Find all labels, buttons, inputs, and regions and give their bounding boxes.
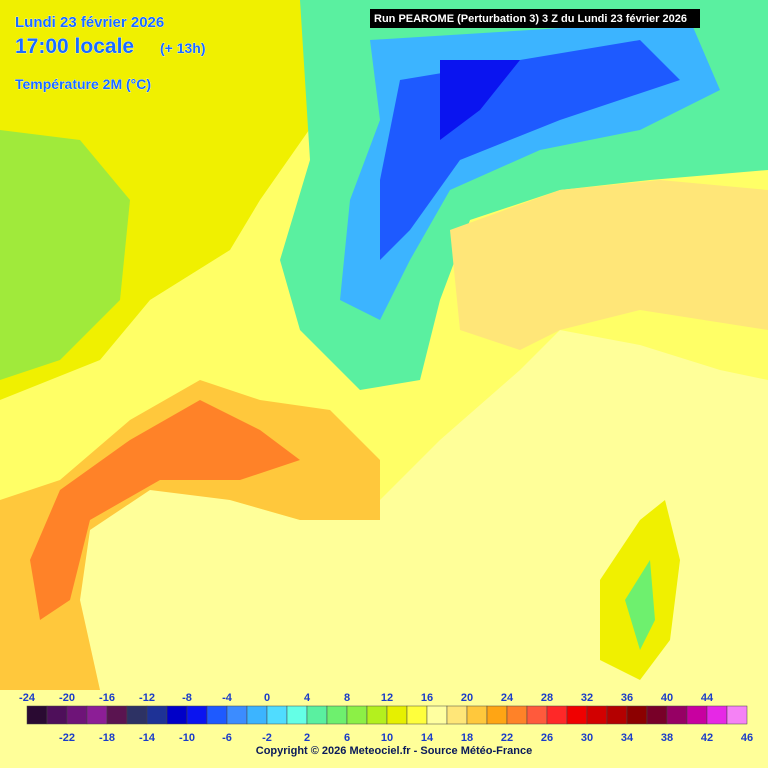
legend-label: 32 — [581, 692, 593, 704]
legend-swatch — [246, 705, 268, 725]
legend-swatch — [166, 705, 188, 725]
offset: (+ 13h) — [160, 40, 206, 56]
po-valley — [450, 180, 768, 350]
legend-label: 26 — [541, 732, 553, 744]
legend-swatch — [646, 705, 668, 725]
legend-label: 10 — [381, 732, 393, 744]
legend-swatch — [346, 705, 368, 725]
legend-label: 8 — [344, 692, 350, 704]
legend-label: -18 — [99, 732, 115, 744]
legend-swatch — [86, 705, 108, 725]
legend-label: 22 — [501, 732, 513, 744]
legend-swatch — [686, 705, 708, 725]
legend-label: -12 — [139, 692, 155, 704]
legend-label: 38 — [661, 732, 673, 744]
run-info: Run PEAROME (Perturbation 3) 3 Z du Lund… — [374, 13, 687, 25]
legend-swatch — [506, 705, 528, 725]
legend-swatch — [326, 705, 348, 725]
corsica-mountains — [625, 560, 655, 650]
legend-label: 2 — [304, 732, 310, 744]
legend-label: 16 — [421, 692, 433, 704]
legend-label: 18 — [461, 732, 473, 744]
legend-swatch — [226, 705, 248, 725]
legend-swatch — [586, 705, 608, 725]
legend-swatch — [486, 705, 508, 725]
legend-swatch — [426, 705, 448, 725]
legend-label: -24 — [19, 692, 36, 704]
legend-label: 28 — [541, 692, 553, 704]
legend-swatch — [466, 705, 488, 725]
legend-label: -10 — [179, 732, 195, 744]
legend-label: 34 — [621, 732, 634, 744]
legend-swatch — [526, 705, 548, 725]
legend-swatch — [726, 705, 748, 725]
legend-label: 42 — [701, 732, 713, 744]
legend-label: 20 — [461, 692, 473, 704]
legend-label: 0 — [264, 692, 270, 704]
legend-swatch — [46, 705, 68, 725]
legend-label: 6 — [344, 732, 350, 744]
time: 17:00 locale — [15, 35, 134, 58]
legend-label: -22 — [59, 732, 75, 744]
legend-swatch — [366, 705, 388, 725]
variable: Température 2M (°C) — [15, 76, 151, 92]
date: Lundi 23 février 2026 — [15, 14, 164, 31]
legend-swatch — [666, 705, 688, 725]
copyright: Copyright © 2026 Meteociel.fr - Source M… — [256, 745, 532, 757]
legend-label: -20 — [59, 692, 75, 704]
legend-label: 40 — [661, 692, 673, 704]
legend-swatch — [406, 705, 428, 725]
legend-swatch — [446, 705, 468, 725]
legend-swatch — [566, 705, 588, 725]
legend-label: -14 — [139, 732, 156, 744]
legend-label: 44 — [701, 692, 714, 704]
legend-swatch — [126, 705, 148, 725]
run-box — [370, 9, 700, 28]
legend-label: 12 — [381, 692, 393, 704]
legend-swatch — [306, 705, 328, 725]
legend-label: 46 — [741, 732, 753, 744]
legend-swatch — [146, 705, 168, 725]
legend-label: -2 — [262, 732, 272, 744]
hot-area — [30, 400, 300, 620]
legend-swatch — [186, 705, 208, 725]
legend-label: 30 — [581, 732, 593, 744]
legend-label: 14 — [421, 732, 434, 744]
legend: -24-22-20-18-16-14-12-10-8-6-4-202468101… — [19, 692, 753, 744]
legend-swatch — [386, 705, 408, 725]
legend-swatch — [546, 705, 568, 725]
legend-label: 36 — [621, 692, 633, 704]
legend-label: -4 — [222, 692, 233, 704]
green-area — [0, 130, 130, 380]
legend-swatch — [26, 705, 48, 725]
legend-swatch — [66, 705, 88, 725]
legend-label: -6 — [222, 732, 232, 744]
legend-label: 4 — [304, 692, 311, 704]
legend-label: 24 — [501, 692, 514, 704]
legend-label: -8 — [182, 692, 192, 704]
legend-swatch — [286, 705, 308, 725]
sea — [0, 330, 768, 768]
legend-swatch — [106, 705, 128, 725]
legend-swatch — [706, 705, 728, 725]
alps-peak — [440, 60, 520, 140]
legend-swatch — [206, 705, 228, 725]
legend-swatch — [626, 705, 648, 725]
legend-swatch — [266, 705, 288, 725]
legend-label: -16 — [99, 692, 115, 704]
legend-swatch — [606, 705, 628, 725]
